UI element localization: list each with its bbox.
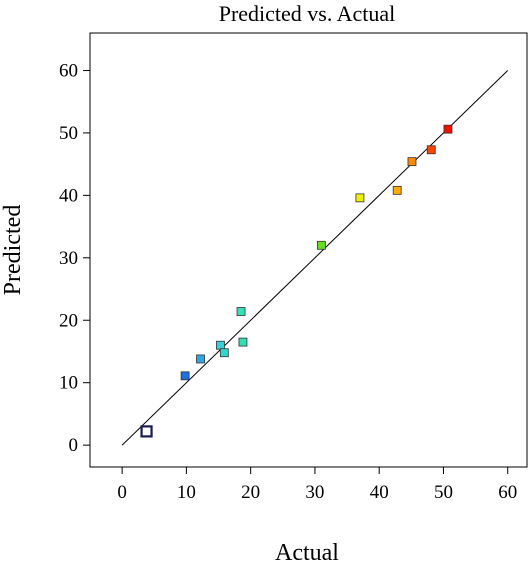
x-tick-label: 50 [434, 482, 453, 503]
x-tick-label: 40 [370, 482, 389, 503]
x-tick-label: 10 [177, 482, 196, 503]
data-point [316, 240, 326, 250]
x-axis-label: Actual [275, 540, 339, 566]
data-point [355, 193, 365, 203]
x-tick-label: 20 [241, 482, 260, 503]
data-point [196, 354, 205, 364]
y-tick-label: 50 [59, 123, 78, 144]
x-tick-label: 0 [117, 482, 127, 503]
y-tick-label: 10 [59, 373, 78, 394]
data-points [140, 124, 453, 438]
x-axis: 0 10 20 30 40 50 60 [117, 467, 517, 503]
reference-line [121, 70, 509, 446]
data-point [140, 425, 153, 438]
data-point [392, 185, 402, 195]
data-point [238, 337, 248, 347]
y-tick-label: 20 [59, 310, 78, 331]
y-tick-label: 40 [59, 185, 78, 206]
data-point [180, 371, 190, 381]
chart-title: Predicted vs. Actual [219, 1, 396, 26]
y-axis-label: Predicted [0, 205, 26, 296]
data-point [426, 145, 436, 155]
y-tick-label: 30 [59, 248, 78, 269]
data-point [407, 157, 417, 167]
data-point [219, 348, 229, 358]
y-tick-label: 60 [59, 60, 78, 81]
plot-frame [89, 32, 528, 468]
data-point [443, 124, 453, 134]
x-tick-label: 30 [305, 482, 324, 503]
x-tick-label: 60 [498, 482, 517, 503]
data-point [216, 340, 225, 350]
data-point [236, 307, 246, 316]
y-axis: 0 10 20 30 40 50 60 [59, 60, 90, 456]
y-tick-label: 0 [69, 435, 79, 456]
